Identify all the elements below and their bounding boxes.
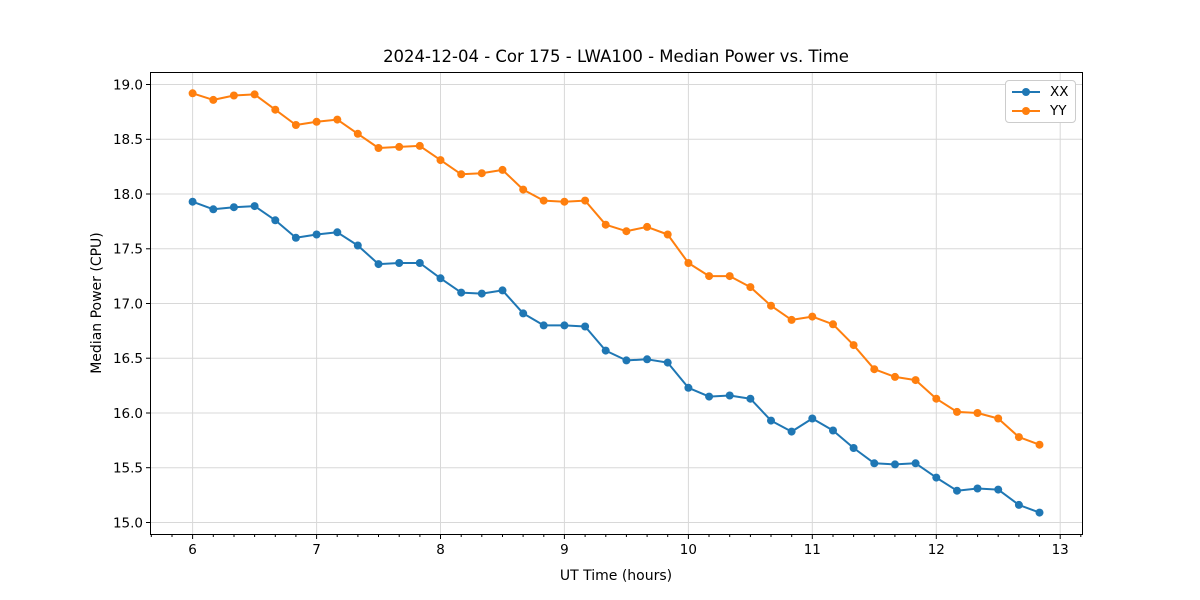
y-tick-label: 18.5 <box>113 132 143 148</box>
legend-label: XX <box>1050 84 1069 101</box>
x-minor-ticks <box>150 534 1082 537</box>
x-tick-label: 10 <box>680 542 697 558</box>
chart-title: 2024-12-04 - Cor 175 - LWA100 - Median P… <box>383 47 849 66</box>
x-ticks <box>192 534 1061 539</box>
line-marker-icon <box>1012 106 1040 115</box>
legend-item-xx: XX <box>1012 84 1069 100</box>
y-tick-label: 15.0 <box>113 515 143 531</box>
y-tick-label: 18.0 <box>113 187 143 203</box>
x-tick-labels: 6 7 8 9 10 11 12 13 <box>188 542 1068 558</box>
y-tick-label: 17.5 <box>113 242 143 258</box>
y-ticks <box>146 84 151 523</box>
grid-lines <box>150 72 1083 535</box>
x-tick-label: 7 <box>312 542 321 558</box>
y-tick-label: 15.5 <box>113 461 143 477</box>
x-tick-label: 6 <box>188 542 197 558</box>
x-tick-label: 9 <box>560 542 569 558</box>
y-tick-label: 16.5 <box>113 351 143 367</box>
series-yy-markers <box>188 89 1044 449</box>
line-marker-icon <box>1012 88 1040 97</box>
x-tick-label: 13 <box>1052 542 1069 558</box>
x-tick-label: 11 <box>804 542 821 558</box>
legend-item-yy: YY <box>1012 103 1069 119</box>
x-tick-label: 12 <box>928 542 945 558</box>
legend: XX YY <box>1005 80 1076 123</box>
legend-label: YY <box>1050 102 1067 119</box>
series-yy-line <box>192 92 1040 446</box>
x-tick-label: 8 <box>436 542 445 558</box>
y-tick-labels: 15.0 15.5 16.0 16.5 17.0 17.5 18.0 18.5 19.0 <box>113 77 143 531</box>
series-xx-markers <box>188 197 1044 517</box>
y-tick-label: 19.0 <box>113 77 143 93</box>
y-tick-label: 16.0 <box>113 406 143 422</box>
y-tick-label: 17.0 <box>113 296 143 312</box>
x-axis-title: UT Time (hours) <box>559 568 673 584</box>
